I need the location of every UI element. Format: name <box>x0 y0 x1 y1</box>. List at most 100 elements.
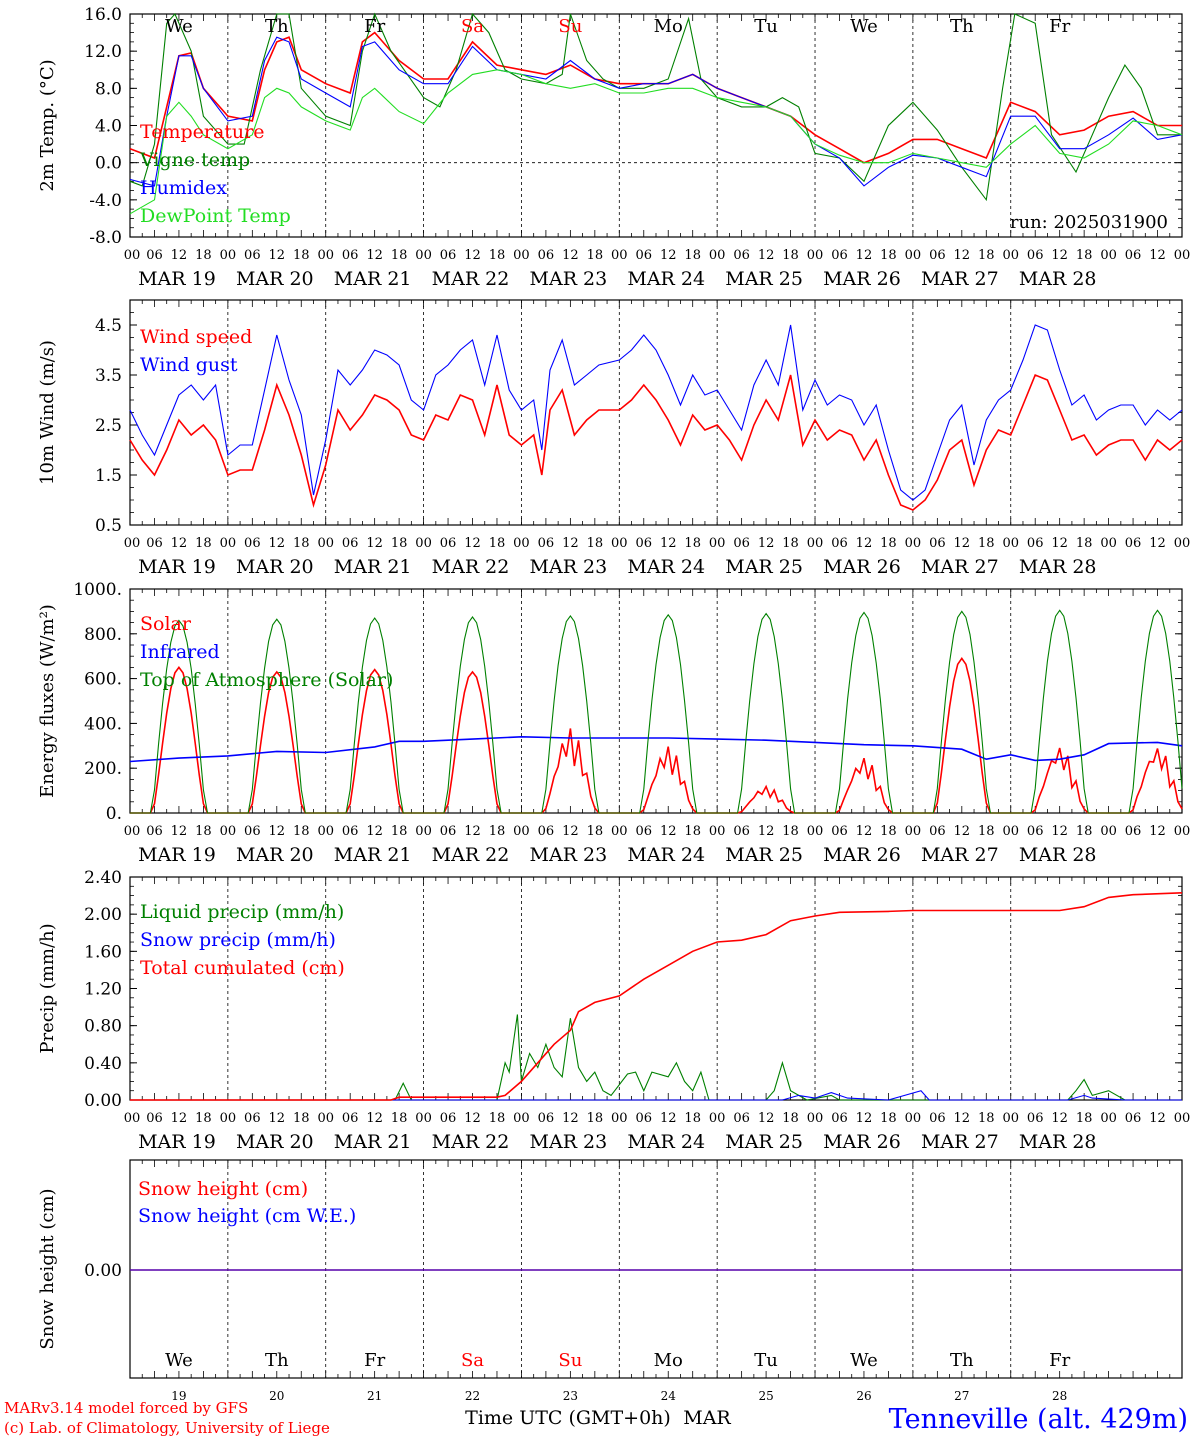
y-tick-label: 0.0 <box>95 154 122 174</box>
hour-tick-label: 06 <box>1125 536 1142 551</box>
date-label: MAR 27 <box>921 1131 999 1153</box>
hour-tick-label: 12 <box>1149 536 1166 551</box>
weekday-label-bottom: Fr <box>364 1350 385 1371</box>
hour-tick-label: 12 <box>856 824 873 839</box>
legend-entry: Snow height (cm W.E.) <box>138 1205 356 1227</box>
y-tick-label: 1.60 <box>84 942 122 962</box>
hour-tick-label: 18 <box>978 824 995 839</box>
hour-tick-label: 18 <box>195 824 212 839</box>
panel-1 <box>129 12 1183 238</box>
hour-tick-label: 06 <box>733 536 750 551</box>
date-label: MAR 26 <box>823 844 901 866</box>
hour-tick-label: 06 <box>929 248 946 263</box>
panel-5 <box>129 1159 1183 1379</box>
day-number-label: 21 <box>367 1389 382 1403</box>
hour-tick-label: 18 <box>880 824 897 839</box>
legend-entry: Total cumulated (cm) <box>140 957 345 979</box>
date-label: MAR 22 <box>432 1131 510 1153</box>
hour-tick-label: 12 <box>1149 1111 1166 1126</box>
hour-tick-label: 12 <box>171 248 188 263</box>
hour-tick-label: 12 <box>366 1111 383 1126</box>
y-tick-label: 2.5 <box>95 416 122 436</box>
hour-tick-label: 00 <box>807 1111 824 1126</box>
hour-tick-label: 18 <box>880 536 897 551</box>
weekday-label-bottom: Tu <box>754 1350 778 1371</box>
hour-tick-label: 12 <box>856 1111 873 1126</box>
hour-tick-label: 12 <box>660 536 677 551</box>
hour-tick-label: 00 <box>1100 1111 1117 1126</box>
date-label: MAR 20 <box>236 268 314 290</box>
legend-entry: Wind gust <box>140 354 238 376</box>
hour-tick-label: 12 <box>464 824 481 839</box>
date-label: MAR 27 <box>921 844 999 866</box>
hour-tick-label: 18 <box>782 248 799 263</box>
date-label: MAR 26 <box>823 268 901 290</box>
hour-tick-label: 00 <box>611 824 628 839</box>
y-tick-label: 0.80 <box>84 1017 122 1037</box>
y-tick-label: 1.20 <box>84 980 122 1000</box>
date-label: MAR 20 <box>236 556 314 578</box>
hour-tick-label: 06 <box>244 1111 261 1126</box>
hour-tick-label: 06 <box>831 536 848 551</box>
hour-tick-label: 18 <box>587 824 604 839</box>
hour-tick-label: 06 <box>538 1111 555 1126</box>
legend-entry: Wind speed <box>140 326 252 348</box>
hour-tick-label: 18 <box>978 1111 995 1126</box>
weekday-label-top: We <box>165 16 193 37</box>
series-line-temperature <box>129 31 1182 164</box>
y-tick-label: 4.0 <box>95 117 122 137</box>
y-tick-label: 0.40 <box>84 1054 122 1074</box>
hour-tick-label: 06 <box>1027 1111 1044 1126</box>
date-label: MAR 24 <box>627 268 705 290</box>
hour-tick-label: 00 <box>220 1111 237 1126</box>
weekday-label-bottom: Th <box>950 1350 974 1371</box>
y-tick-label: 1000. <box>73 580 122 600</box>
hour-tick-label: 12 <box>171 824 188 839</box>
hour-tick-label: 06 <box>635 824 652 839</box>
y-tick-label: 4.5 <box>95 316 122 336</box>
hour-tick-label: 12 <box>269 248 286 263</box>
y-axis-label: 10m Wind (m/s) <box>37 340 58 485</box>
weekday-label-top: Fr <box>1049 16 1070 37</box>
hour-tick-label: 00 <box>709 1111 726 1126</box>
hour-tick-label: 18 <box>684 1111 701 1126</box>
date-label: MAR 27 <box>921 268 999 290</box>
hour-tick-label: 06 <box>1027 248 1044 263</box>
hour-tick-label: 00 <box>513 1111 530 1126</box>
date-label: MAR 28 <box>1019 268 1097 290</box>
panel-4 <box>129 876 1183 1101</box>
hour-tick-label: 12 <box>1051 248 1068 263</box>
date-label: MAR 23 <box>530 844 608 866</box>
x-axis-label: Time UTC (GMT+0h) <box>465 1407 671 1429</box>
hour-tick-label: 12 <box>269 824 286 839</box>
hour-tick-label: 00 <box>317 536 334 551</box>
hour-tick-label: 06 <box>342 248 359 263</box>
run-label: run: 2025031900 <box>1010 212 1168 233</box>
weekday-label-top: We <box>850 16 878 37</box>
hour-tick-label: 12 <box>954 248 971 263</box>
hour-tick-label: 18 <box>880 1111 897 1126</box>
hour-tick-label: 12 <box>562 536 579 551</box>
hour-tick-label: 06 <box>538 536 555 551</box>
day-number-label: 23 <box>563 1389 578 1403</box>
weekday-label-bottom: Fr <box>1049 1350 1070 1371</box>
hour-tick-label: 00 <box>124 1111 141 1126</box>
y-tick-label: 0.5 <box>95 516 122 536</box>
weekday-label-bottom: Su <box>558 1350 582 1371</box>
legend-entry: Top of Atmosphere (Solar) <box>140 669 393 691</box>
hour-tick-label: 06 <box>929 1111 946 1126</box>
series-line-humidex <box>129 36 1183 187</box>
hour-tick-label: 18 <box>293 1111 310 1126</box>
weekday-label-top: Mo <box>654 16 683 37</box>
day-number-label: 22 <box>465 1389 480 1403</box>
series-line-wind-speed <box>129 373 1183 511</box>
hour-tick-label: 12 <box>269 1111 286 1126</box>
hour-tick-label: 06 <box>635 248 652 263</box>
date-label: MAR 22 <box>432 268 510 290</box>
weekday-label-bottom: We <box>165 1350 193 1371</box>
y-tick-label: -8.0 <box>89 228 122 248</box>
hour-tick-label: 18 <box>684 824 701 839</box>
hour-tick-label: 12 <box>366 824 383 839</box>
lab-credit: (c) Lab. of Climatology, University of L… <box>4 1419 330 1437</box>
hour-tick-label: 00 <box>807 248 824 263</box>
